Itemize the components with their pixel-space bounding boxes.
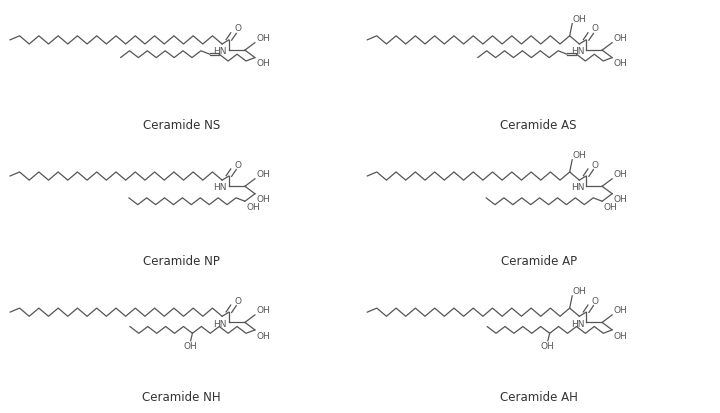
Text: OH: OH: [613, 306, 627, 314]
Text: OH: OH: [613, 170, 627, 179]
Text: OH: OH: [613, 195, 627, 204]
Text: O: O: [235, 296, 242, 305]
Text: OH: OH: [183, 342, 197, 351]
Text: Ceramide AP: Ceramide AP: [500, 255, 577, 268]
Text: O: O: [592, 160, 599, 169]
Text: OH: OH: [613, 59, 627, 68]
Text: HN: HN: [571, 183, 585, 192]
Text: OH: OH: [613, 34, 627, 43]
Text: OH: OH: [256, 34, 270, 43]
Text: HN: HN: [571, 47, 585, 56]
Text: O: O: [235, 24, 242, 33]
Text: OH: OH: [540, 342, 554, 351]
Text: O: O: [235, 160, 242, 169]
Text: OH: OH: [256, 170, 270, 179]
Text: HN: HN: [571, 319, 585, 328]
Text: OH: OH: [613, 331, 627, 340]
Text: Ceramide NP: Ceramide NP: [143, 255, 220, 268]
Text: Ceramide NH: Ceramide NH: [142, 390, 221, 404]
Text: OH: OH: [246, 202, 260, 211]
Text: OH: OH: [256, 195, 270, 204]
Text: Ceramide AH: Ceramide AH: [500, 390, 577, 404]
Text: Ceramide NS: Ceramide NS: [143, 119, 220, 132]
Text: Ceramide AS: Ceramide AS: [500, 119, 577, 132]
Text: OH: OH: [256, 59, 270, 68]
Text: HN: HN: [214, 183, 227, 192]
Text: HN: HN: [214, 47, 227, 56]
Text: OH: OH: [573, 15, 587, 24]
Text: OH: OH: [256, 306, 270, 314]
Text: OH: OH: [256, 331, 270, 340]
Text: OH: OH: [573, 287, 587, 295]
Text: HN: HN: [214, 319, 227, 328]
Text: O: O: [592, 296, 599, 305]
Text: OH: OH: [573, 151, 587, 160]
Text: O: O: [592, 24, 599, 33]
Text: OH: OH: [603, 202, 617, 211]
